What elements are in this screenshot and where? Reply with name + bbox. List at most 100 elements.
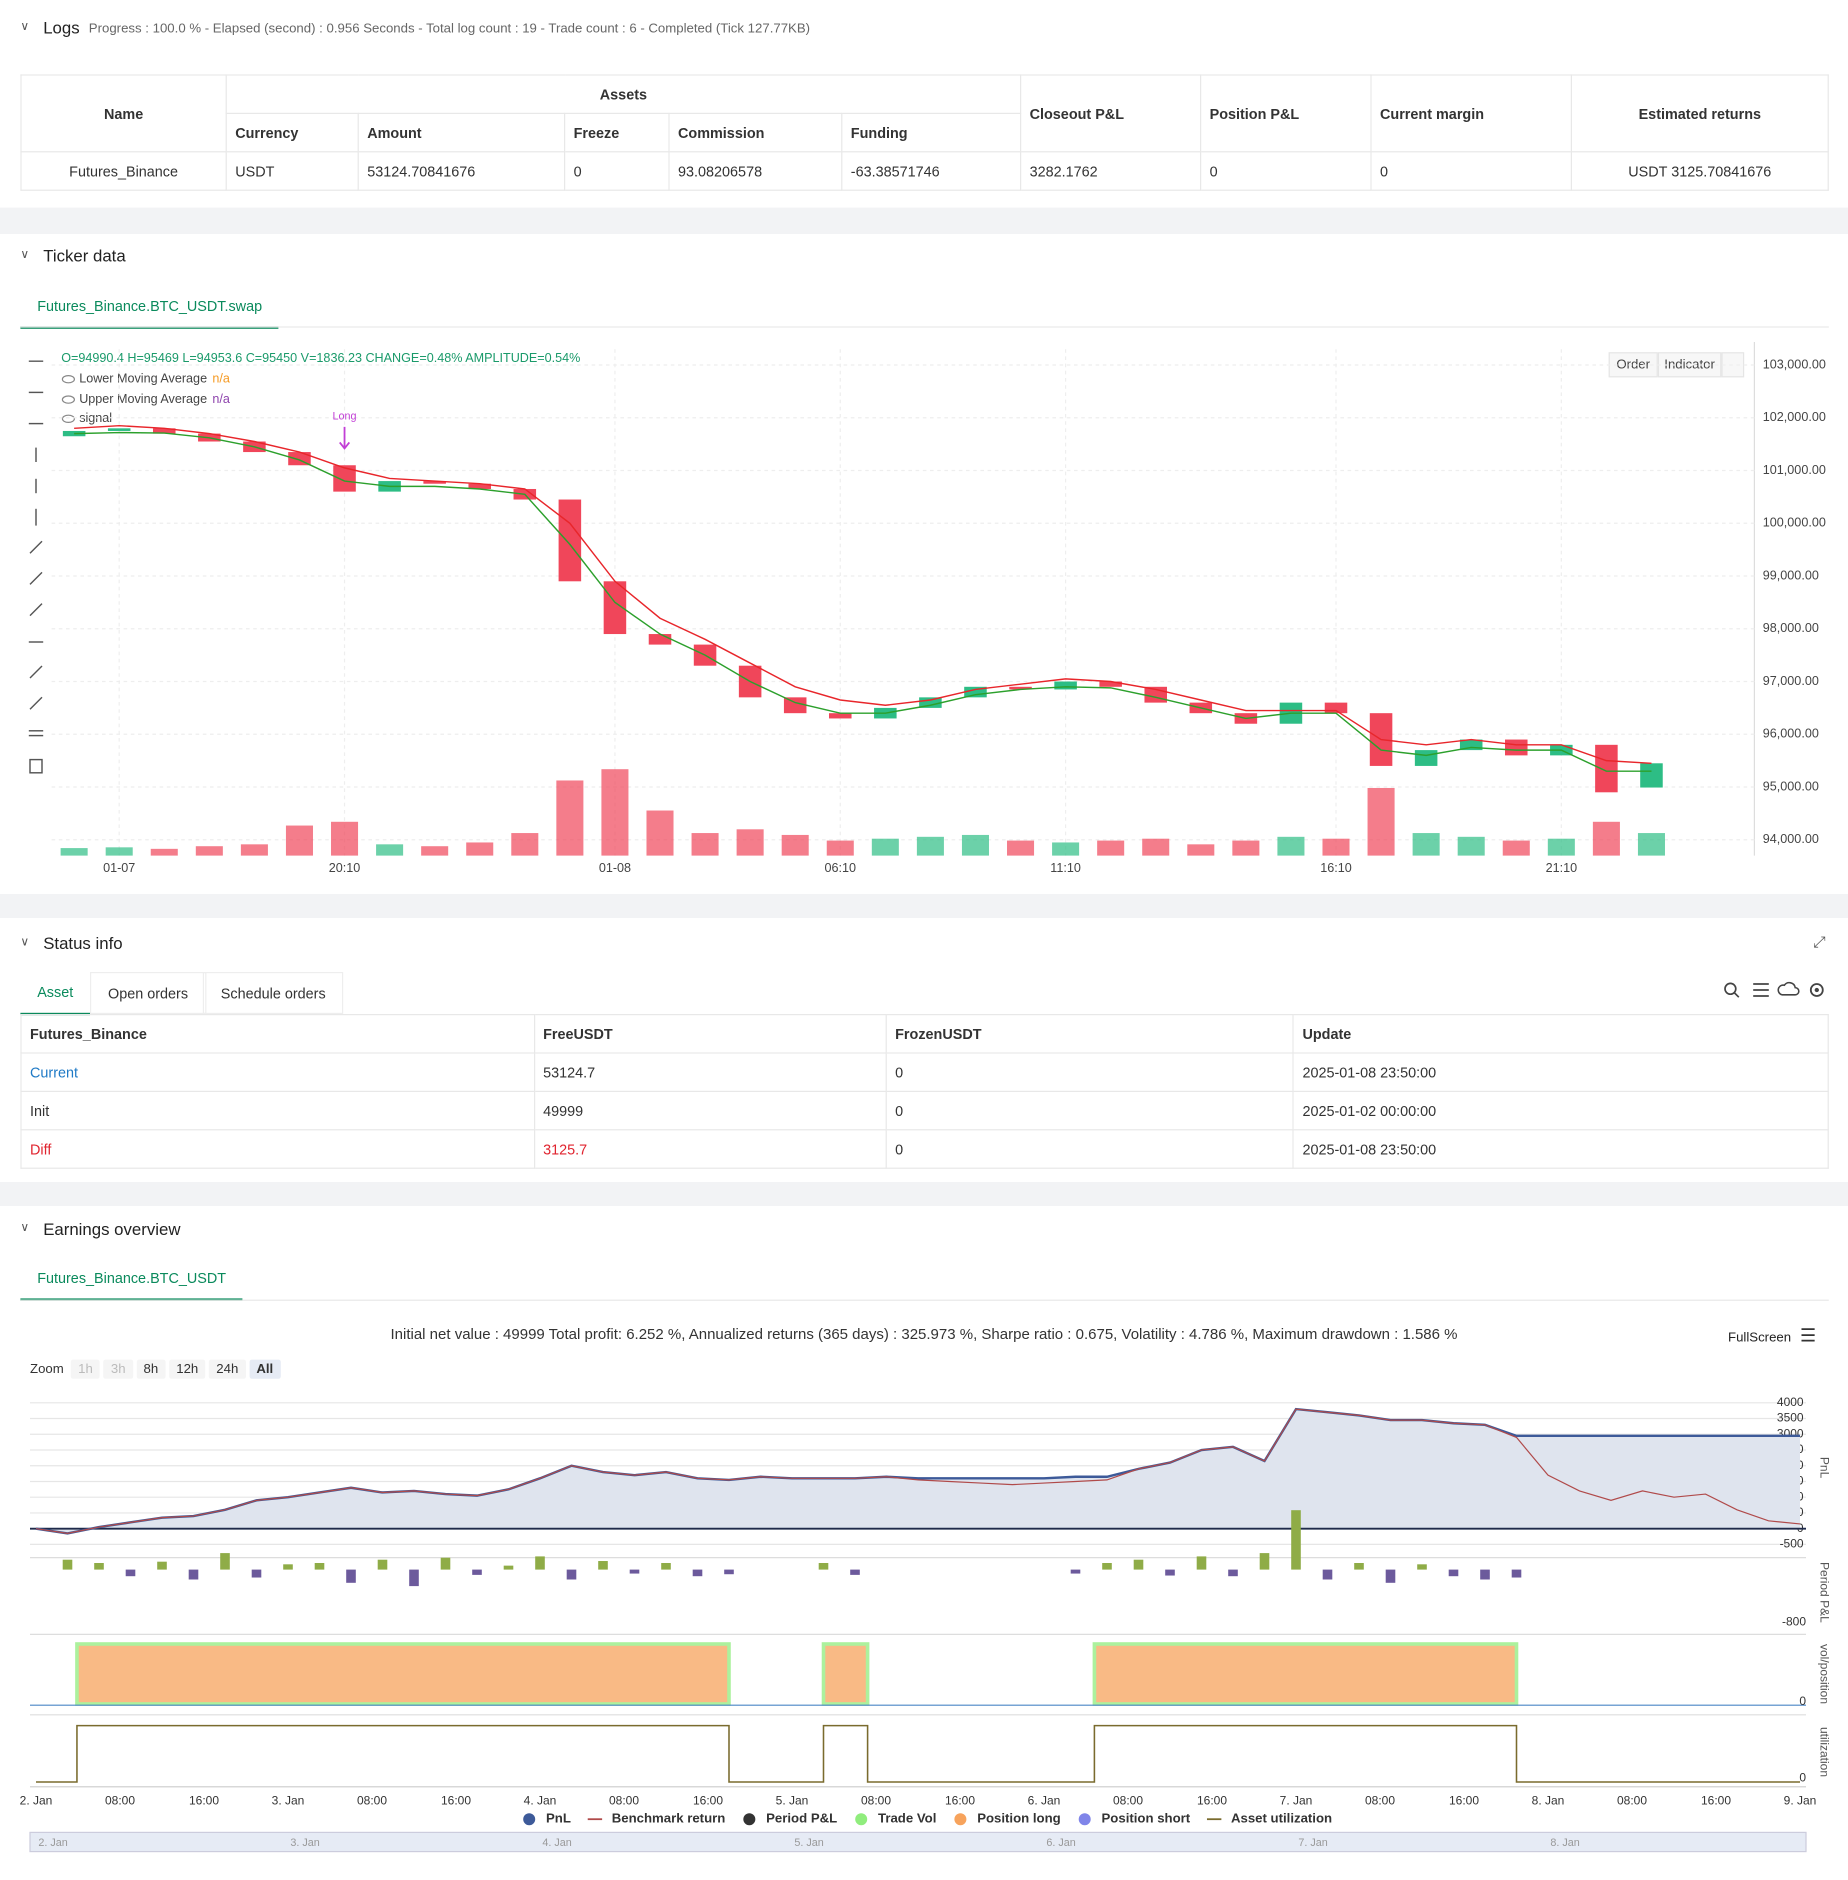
candle [107,428,131,431]
volume-bar [376,844,404,856]
legend-label[interactable]: Trade Vol [878,1811,936,1826]
section-title: Earnings overview [43,1219,181,1239]
navigator-label: 8. Jan [1550,1837,1579,1849]
navigator-label: 5. Jan [794,1837,823,1849]
button-label[interactable]: Indicator [1664,356,1715,371]
collapse-icon[interactable]: ∨ [20,1221,30,1235]
separator [0,207,1848,235]
period-bar [251,1569,262,1578]
button-label[interactable]: Order [1616,356,1650,371]
x-tick-label: 16:10 [1320,861,1352,875]
row: Init 49999 0 2025-01-02 00:00:00 [20,1090,1829,1131]
x-tick-label: 21:10 [1546,861,1578,875]
legend-symbol [743,1813,756,1826]
collapse-icon[interactable]: ∨ [20,20,30,34]
menu-icon[interactable]: ☰ [1800,1326,1817,1347]
benchmark-line [35,1408,1801,1534]
volume-bar [1457,836,1485,856]
th: Closeout P&L [1020,74,1202,153]
navigator[interactable] [29,1831,1807,1853]
legend-label[interactable]: PnL [546,1811,571,1826]
x-tick-label: 9. Jan [1784,1793,1817,1807]
tab[interactable]: Open orders [90,972,207,1015]
signal-arrow [339,426,351,450]
legend-label[interactable]: Position short [1102,1811,1191,1826]
cell: 3125.7 [533,1129,887,1169]
candle [333,465,356,492]
legend-label[interactable]: Benchmark return [612,1811,726,1826]
cell: 0 [885,1129,1295,1169]
period-bar [1511,1569,1522,1578]
cell: 53124.70841676 [357,151,566,191]
tab[interactable]: Futures_Binance.BTC_USDT.swap [20,286,279,329]
volume-bar [150,848,178,856]
ticker-chart: O=94990.4 H=95469 L=94953.6 C=95450 V=18… [28,342,1826,875]
period-bar [566,1569,577,1580]
cell: 2025-01-02 00:00:00 [1292,1090,1829,1131]
log-table: Name Assets Closeout P&L Position P&L Cu… [20,74,1829,191]
x-tick-label: 2. Jan [20,1793,53,1807]
legend-label[interactable]: Period P&L [766,1811,837,1826]
y-tick-label: 99,000.00 [1763,568,1819,582]
zoom-button[interactable]: 12h [169,1359,206,1379]
th: Assets [225,74,1022,115]
navigator-label: 4. Jan [542,1837,571,1849]
x-tick-label: 16:00 [1197,1793,1227,1807]
zoom-button[interactable]: 8h [136,1359,166,1379]
period-bar [1070,1569,1081,1574]
zoom-button[interactable]: 1h [70,1359,101,1379]
period-bar [62,1559,73,1570]
y-tick-label: 0 [1799,1771,1806,1785]
th: Funding [841,112,1022,153]
candle [1324,702,1348,714]
period-bar [1259,1553,1270,1570]
x-tick-label: 6. Jan [1028,1793,1061,1807]
cell: 93.08206578 [668,151,843,191]
volume-bar [556,780,584,856]
volume-bar [826,840,854,856]
tab[interactable]: Futures_Binance.BTC_USDT [20,1258,243,1301]
volume-bar [601,769,629,856]
volume-bar [421,846,449,856]
period-bar [1322,1569,1333,1580]
th: Futures_Binance [20,1014,535,1054]
x-tick-label: 16:00 [693,1793,723,1807]
cell: 2025-01-08 23:50:00 [1292,1129,1829,1169]
log-summary: Progress : 100.0 % - Elapsed (second) : … [88,21,811,36]
x-tick-label: 5. Jan [776,1793,809,1807]
position-long [75,1642,731,1706]
zoom-button[interactable]: 24h [209,1359,246,1379]
candle [1505,739,1528,756]
cell: 0 [1200,151,1372,191]
candle [648,634,672,645]
legend-label[interactable]: Position long [977,1811,1061,1826]
earnings-summary: Initial net value : 49999 Total profit: … [390,1326,1458,1343]
period-bar [1385,1569,1396,1583]
navigator-label: 2. Jan [38,1837,67,1849]
collapse-icon[interactable]: ∨ [20,248,30,262]
cell: 0 [885,1090,1295,1131]
axis-title: utilization [1817,1727,1831,1777]
x-tick-label: 8. Jan [1532,1793,1565,1807]
tab[interactable]: Asset [20,972,91,1016]
zoom-button[interactable]: 3h [103,1359,133,1379]
volume-bar [1277,836,1305,856]
collapse-icon[interactable]: ∨ [20,936,30,950]
period-bar [629,1569,640,1574]
candle [1099,681,1122,687]
x-tick-label: 08:00 [1365,1793,1395,1807]
x-tick-label: 06:10 [825,861,857,875]
fullscreen-button[interactable]: FullScreen [1728,1330,1792,1346]
earnings-chart: -50005001000150020002500300035004000-800… [20,1395,1831,1853]
period-bar [598,1561,608,1570]
period-bar [1133,1559,1144,1570]
y-tick-label: 94,000.00 [1763,832,1819,846]
tab[interactable]: Schedule orders [202,972,344,1015]
zoom-button[interactable]: All [249,1359,281,1379]
x-tick-label: 16:00 [945,1793,975,1807]
legend-label[interactable]: Asset utilization [1231,1811,1332,1826]
candle [468,483,491,489]
th: FreeUSDT [533,1014,887,1054]
table-tools[interactable] [1721,979,1829,1001]
expand-icon[interactable]: ⤢ [1813,932,1826,951]
